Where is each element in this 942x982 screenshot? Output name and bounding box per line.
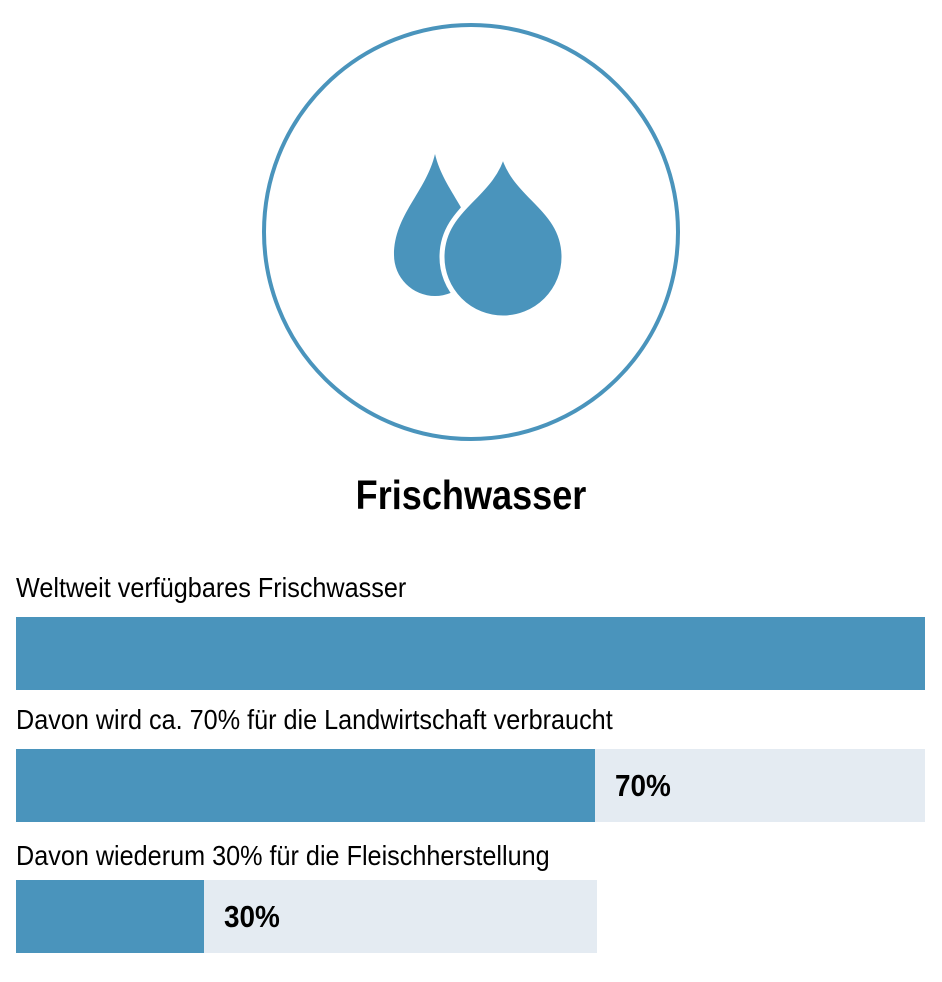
bar-fill bbox=[16, 617, 925, 690]
water-drop-front-icon bbox=[439, 152, 567, 321]
icon-circle-outline bbox=[262, 23, 680, 441]
bar-label: Davon wird ca. 70% für die Landwirtschaf… bbox=[16, 704, 613, 735]
bar-row-meat-production: Davon wiederum 30% für die Fleischherste… bbox=[16, 839, 925, 953]
bar-row-total: Weltweit verfügbares Frischwasser bbox=[16, 571, 925, 690]
bar-value-label: 70% bbox=[615, 767, 671, 803]
bar-value-label: 30% bbox=[224, 898, 280, 934]
water-drops-icon bbox=[262, 23, 680, 441]
chart-title: Frischwasser bbox=[355, 472, 587, 518]
bar-label: Weltweit verfügbares Frischwasser bbox=[16, 572, 407, 603]
bar-fill bbox=[16, 880, 204, 953]
bar-track: 70% bbox=[16, 749, 925, 822]
bar-track bbox=[16, 617, 925, 690]
bar-track: 30% bbox=[16, 880, 597, 953]
bar-fill bbox=[16, 749, 595, 822]
bar-label: Davon wiederum 30% für die Fleischherste… bbox=[16, 840, 550, 871]
bar-row-agriculture: Davon wird ca. 70% für die Landwirtschaf… bbox=[16, 703, 925, 822]
